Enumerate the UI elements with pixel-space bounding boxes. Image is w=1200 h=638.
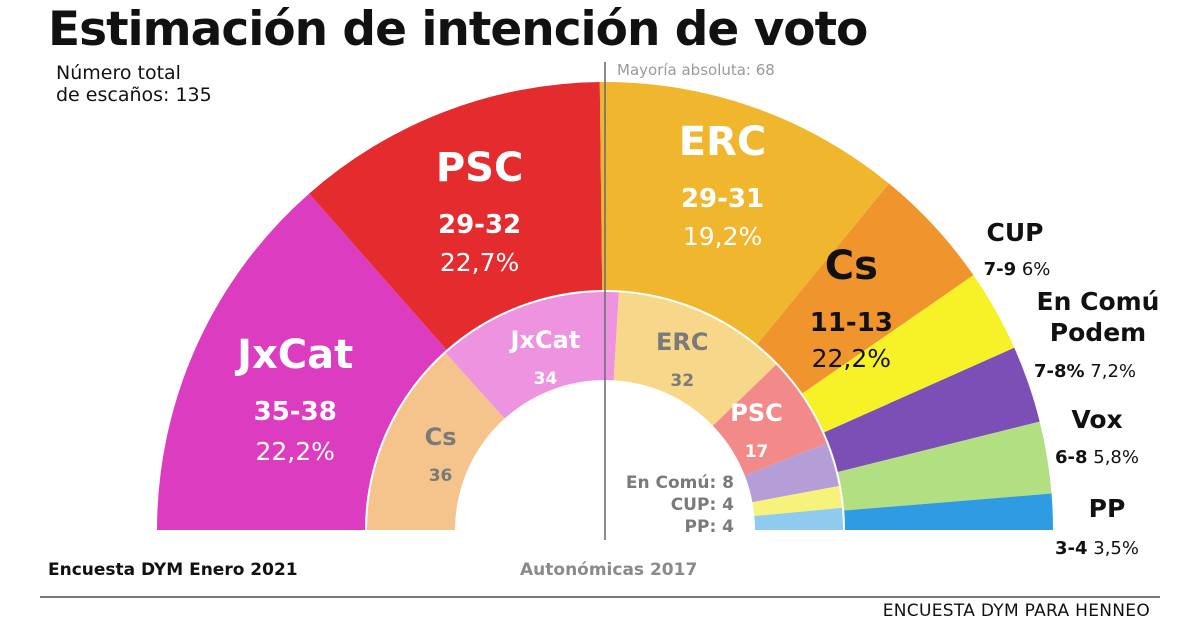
- outer-seats-vox: 6-8: [1055, 447, 1088, 468]
- outer-slice-en-comu-podem: [824, 347, 1040, 472]
- footer-2017-label: Autonómicas 2017: [520, 560, 698, 580]
- outer-slice-cs: [757, 183, 974, 394]
- outer-values-cup: 7-9 6%: [984, 259, 1051, 280]
- outer-label-vox: Vox: [1071, 405, 1122, 434]
- inner-slice-cs: [367, 353, 505, 530]
- outer-seats-cs: 11-13: [810, 308, 893, 338]
- outer-pct-erc: 19,2%: [683, 222, 762, 251]
- outer-label-psc: PSC: [436, 145, 523, 191]
- total-seats-line-1: Número total: [56, 62, 181, 84]
- inner-slice-erc: [613, 292, 777, 426]
- inner-slice-en-comu: [744, 443, 839, 503]
- outer-slice-cup: [802, 275, 1015, 433]
- page-title: Estimación de intención de voto: [48, 2, 868, 57]
- total-seats-label: Número total de escaños: 135: [56, 62, 212, 106]
- outer-label-en-comu-podem: En Comú Podem: [1037, 287, 1160, 347]
- outer-pct-jxcat: 22,2%: [255, 437, 334, 466]
- outer-values-pp: 3-4 3,5%: [1055, 538, 1139, 559]
- inner-slice-cup: [752, 485, 842, 517]
- outer-pct-cup: 6%: [1016, 259, 1050, 280]
- outer-slice-jxcat: [157, 193, 447, 530]
- inner-value-psc: 17: [745, 442, 769, 462]
- inner-value-jxcat: 34: [534, 369, 558, 389]
- outer-label-line: Podem: [1050, 318, 1146, 347]
- outer-pct-en-comu-podem: 7,2%: [1085, 361, 1136, 382]
- outer-seats-pp: 3-4: [1055, 538, 1088, 559]
- outer-slice-psc: [309, 82, 603, 350]
- outer-label-line: En Comú: [1037, 287, 1160, 316]
- outer-seats-psc: 29-32: [438, 210, 521, 240]
- inner-label-cup: CUP: 4: [671, 495, 734, 515]
- outer-label-erc: ERC: [679, 119, 766, 165]
- outer-seats-erc: 29-31: [681, 184, 764, 214]
- outer-values-vox: 6-8 5,8%: [1055, 447, 1139, 468]
- outer-label-cup: CUP: [987, 218, 1044, 247]
- inner-value-cs: 36: [429, 466, 453, 486]
- outer-seats-jxcat: 35-38: [254, 397, 337, 427]
- outer-seats-cup: 7-9: [984, 259, 1017, 280]
- outer-label-pp: PP: [1089, 494, 1126, 523]
- inner-slice-psc: [712, 364, 827, 476]
- majority-label: Mayoría absoluta: 68: [617, 61, 775, 79]
- inner-label-psc: PSC: [730, 399, 783, 427]
- outer-pct-pp: 3,5%: [1088, 538, 1139, 559]
- inner-slice-pp: [754, 507, 843, 530]
- outer-pct-vox: 5,8%: [1088, 447, 1139, 468]
- inner-slice-jxcat: [445, 291, 619, 419]
- inner-label-cs: Cs: [425, 423, 457, 451]
- source-label: ENCUESTA DYM PARA HENNEO: [882, 601, 1150, 621]
- inner-label-en-comu: En Comú: 8: [626, 473, 734, 493]
- divider: [40, 596, 1160, 598]
- outer-values-en-comu-podem: 7-8% 7,2%: [1034, 361, 1136, 382]
- inner-value-erc: 32: [670, 371, 694, 391]
- footer-survey-label: Encuesta DYM Enero 2021: [48, 560, 298, 580]
- outer-slice-vox: [837, 421, 1052, 511]
- inner-label-pp: PP: 4: [685, 517, 735, 537]
- outer-label-cs: Cs: [825, 243, 878, 289]
- total-seats-line-2: de escaños: 135: [56, 84, 212, 106]
- outer-label-jxcat: JxCat: [234, 332, 353, 378]
- outer-seats-en-comu-podem: 7-8%: [1034, 361, 1085, 382]
- inner-label-erc: ERC: [656, 328, 709, 356]
- outer-slice-erc: [599, 82, 889, 345]
- outer-pct-cs: 22,2%: [812, 344, 891, 373]
- inner-label-jxcat: JxCat: [509, 326, 581, 354]
- outer-pct-psc: 22,7%: [440, 248, 519, 277]
- outer-slice-pp: [844, 493, 1053, 530]
